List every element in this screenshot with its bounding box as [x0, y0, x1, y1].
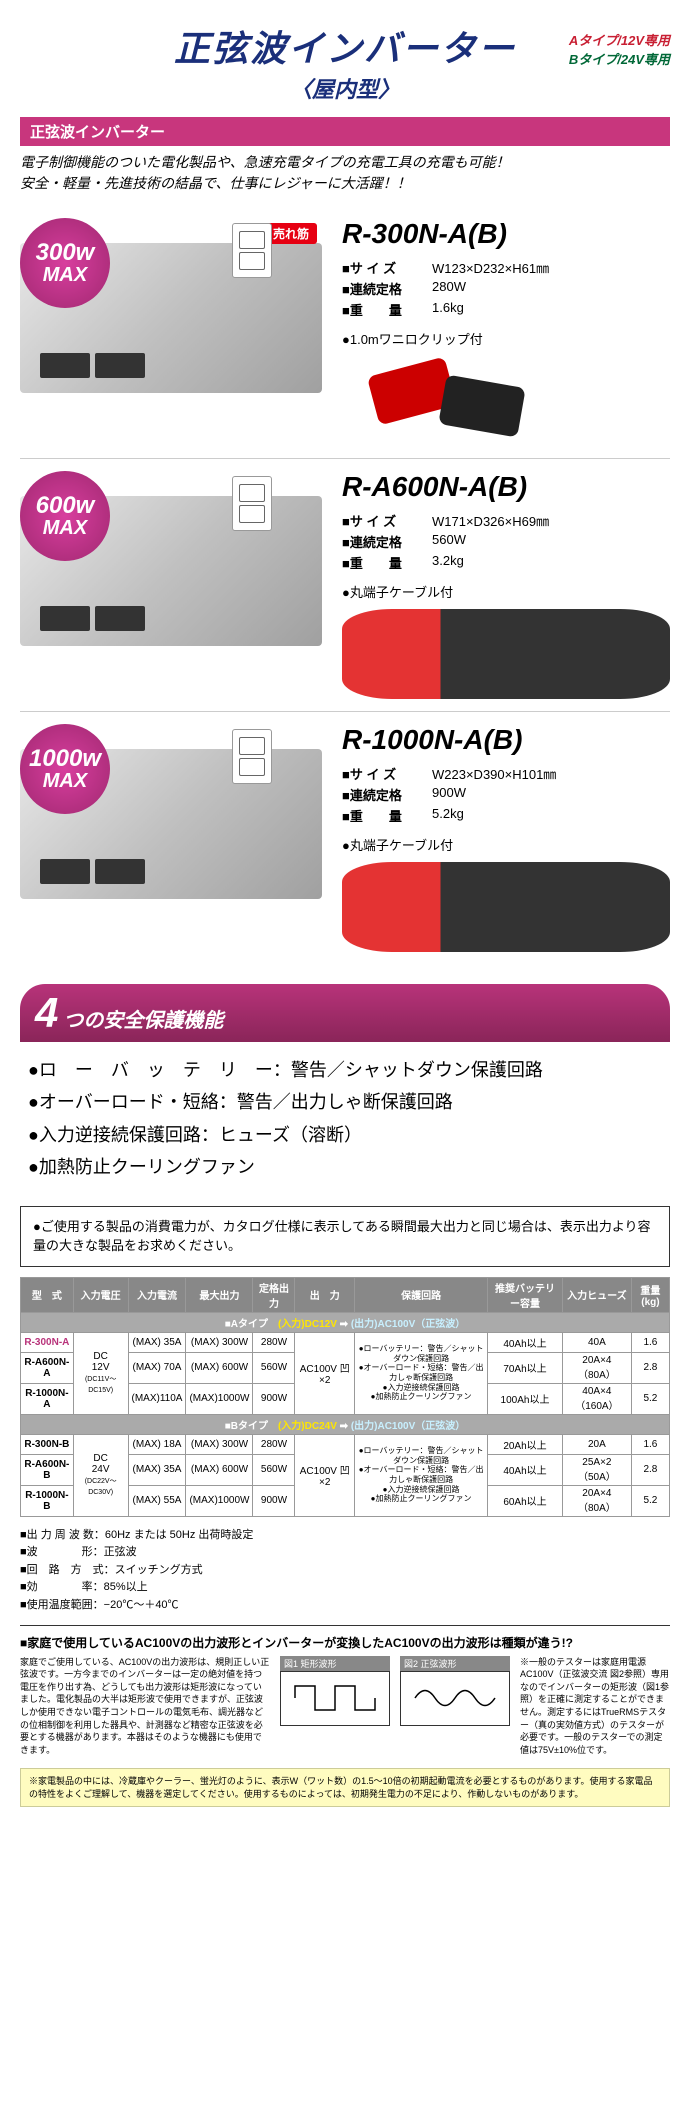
- safety-item: ロ ー バ ッ テ リ ー：警告／シャットダウン保護回路: [28, 1054, 662, 1086]
- watt-badge: 600w MAX: [20, 471, 110, 561]
- table-header: 入力電圧: [73, 1277, 128, 1312]
- type-note: Aタイプ/12V専用 Bタイプ/24V専用: [569, 30, 670, 68]
- watt-max: MAX: [43, 265, 87, 285]
- waveform-section: ■家庭で使用しているAC100Vの出力波形とインバーターが変換したAC100Vの…: [20, 1625, 670, 1757]
- product-row: 1000w MAX R-1000N-A(B) サ イ ズW223×D390×H1…: [20, 712, 670, 964]
- product-row: 600w MAX R-A600N-A(B) サ イ ズW171×D326×H69…: [20, 459, 670, 712]
- spec-size: W123×D232×H61㎜: [432, 258, 549, 277]
- spec-label-size: サ イ ズ: [342, 764, 432, 783]
- watt-badge: 1000w MAX: [20, 724, 110, 814]
- safety-list: ロ ー バ ッ テ リ ー：警告／シャットダウン保護回路オーバーロード・短絡：警…: [20, 1042, 670, 1196]
- table-row: R-300N-A DC 12V(DC11V〜DC15V) (MAX) 35A(M…: [21, 1332, 670, 1352]
- safety-item: オーバーロード・短絡：警告／出力しゃ断保護回路: [28, 1086, 662, 1118]
- safety-item: 加熱防止クーリングファン: [28, 1151, 662, 1183]
- table-header: 定格出力: [253, 1277, 295, 1312]
- watt-value: 300w: [36, 241, 95, 265]
- bottom-specs: 出 力 周 波 数：60Hz または 50Hz 出荷時設定波 形：正弦波回 路 …: [20, 1527, 670, 1615]
- outlet-icon: [232, 223, 272, 278]
- table-row: R-300N-B DC 24V(DC22V〜DC30V) (MAX) 18A(M…: [21, 1434, 670, 1454]
- watt-value: 1000w: [29, 747, 101, 771]
- wave-title: ■家庭で使用しているAC100Vの出力波形とインバーターが変換したAC100Vの…: [20, 1634, 670, 1651]
- bottom-spec-item: 波 形：正弦波: [20, 1544, 670, 1562]
- bottom-spec-item: 効 率：85%以上: [20, 1579, 670, 1597]
- spec-weight: 5.2kg: [432, 806, 464, 825]
- table-header: 最大出力: [186, 1277, 253, 1312]
- watt-max: MAX: [43, 518, 87, 538]
- wave-text-right: ※一般のテスターは家庭用電源AC100V（正弦波交流 図2参照）専用なのでインバ…: [520, 1656, 670, 1757]
- spec-label-weight: 重 量: [342, 806, 432, 825]
- safety-number: 4: [35, 992, 58, 1034]
- spec-label-weight: 重 量: [342, 300, 432, 319]
- spec-size: W223×D390×H101㎜: [432, 764, 556, 783]
- type-b-note: Bタイプ/24V専用: [569, 49, 670, 68]
- outlet-icon: [232, 729, 272, 784]
- table-header: 入力電流: [128, 1277, 186, 1312]
- sine-wave-icon: [410, 1678, 500, 1718]
- spec-table: 型 式入力電圧入力電流最大出力定格出力出 力保護回路推奨バッテリー容量入力ヒュー…: [20, 1277, 670, 1517]
- cable-image: [342, 862, 670, 952]
- type-a-row: ■Aタイプ (入力)DC12V ➡ (出力)AC100V（正弦波）: [21, 1312, 670, 1332]
- safety-item: 入力逆接続保護回路：ヒューズ（溶断）: [28, 1119, 662, 1151]
- model-name: R-1000N-A(B): [342, 724, 670, 756]
- table-header: 推奨バッテリー容量: [488, 1277, 563, 1312]
- clip-image: [342, 356, 670, 446]
- table-header: 入力ヒューズ: [562, 1277, 631, 1312]
- watt-max: MAX: [43, 771, 87, 791]
- watt-value: 600w: [36, 494, 95, 518]
- spec-rated: 900W: [432, 785, 466, 804]
- wave-text-left: 家庭でご使用している、AC100Vの出力波形は、規則正しい正弦波です。一方今まで…: [20, 1656, 270, 1757]
- type-b-row: ■Bタイプ (入力)DC24V ➡ (出力)AC100V（正弦波）: [21, 1414, 670, 1434]
- subtitle: 〈屋内型〉: [20, 72, 670, 104]
- section-header: 正弦波インバーター: [20, 117, 670, 146]
- wave-fig-1: 図1 矩形波形: [280, 1656, 390, 1757]
- spec-label-rated: 連続定格: [342, 279, 432, 298]
- table-header: 出 力: [295, 1277, 355, 1312]
- wave-fig-2: 図2 正弦波形: [400, 1656, 510, 1757]
- spec-weight: 3.2kg: [432, 553, 464, 572]
- spec-label-weight: 重 量: [342, 553, 432, 572]
- disclaimer: 家電製品の中には、冷蔵庫やクーラー、蛍光灯のように、表示W（ワット数）の1.5〜…: [20, 1768, 670, 1807]
- spec-label-size: サ イ ズ: [342, 258, 432, 277]
- spec-rated: 280W: [432, 279, 466, 298]
- product-row: 300w MAX 売れ筋 R-300N-A(B) サ イ ズW123×D232×…: [20, 206, 670, 459]
- accessory-text: 1.0mワニロクリップ付: [342, 329, 670, 348]
- spec-weight: 1.6kg: [432, 300, 464, 319]
- outlet-icon: [232, 476, 272, 531]
- table-header: 保護回路: [355, 1277, 488, 1312]
- bottom-spec-item: 使用温度範囲：−20℃〜＋40℃: [20, 1597, 670, 1615]
- type-a-note: Aタイプ/12V専用: [569, 30, 670, 49]
- intro-text: 電子制御機能のついた電化製品や、急速充電タイプの充電工具の充電も可能！ 安全・軽…: [20, 152, 670, 194]
- spec-rated: 560W: [432, 532, 466, 551]
- best-seller-badge: 売れ筋: [265, 223, 317, 244]
- accessory-text: 丸端子ケーブル付: [342, 835, 670, 854]
- usage-note-box: ご使用する製品の消費電力が、カタログ仕様に表示してある瞬間最大出力と同じ場合は、…: [20, 1206, 670, 1267]
- spec-label-rated: 連続定格: [342, 532, 432, 551]
- safety-title: つの安全保護機能: [63, 1004, 223, 1033]
- table-header: 型 式: [21, 1277, 74, 1312]
- watt-badge: 300w MAX: [20, 218, 110, 308]
- bottom-spec-item: 出 力 周 波 数：60Hz または 50Hz 出荷時設定: [20, 1527, 670, 1545]
- title-block: 正弦波インバーター 〈屋内型〉 Aタイプ/12V専用 Bタイプ/24V専用: [20, 10, 670, 109]
- table-header: 重量(kg): [631, 1277, 669, 1312]
- cable-image: [342, 609, 670, 699]
- bottom-spec-item: 回 路 方 式：スイッチング方式: [20, 1562, 670, 1580]
- spec-label-size: サ イ ズ: [342, 511, 432, 530]
- safety-header: 4 つの安全保護機能: [20, 984, 670, 1042]
- model-name: R-A600N-A(B): [342, 471, 670, 503]
- accessory-text: 丸端子ケーブル付: [342, 582, 670, 601]
- spec-label-rated: 連続定格: [342, 785, 432, 804]
- model-name: R-300N-A(B): [342, 218, 670, 250]
- square-wave-icon: [290, 1678, 380, 1718]
- spec-size: W171×D326×H69㎜: [432, 511, 549, 530]
